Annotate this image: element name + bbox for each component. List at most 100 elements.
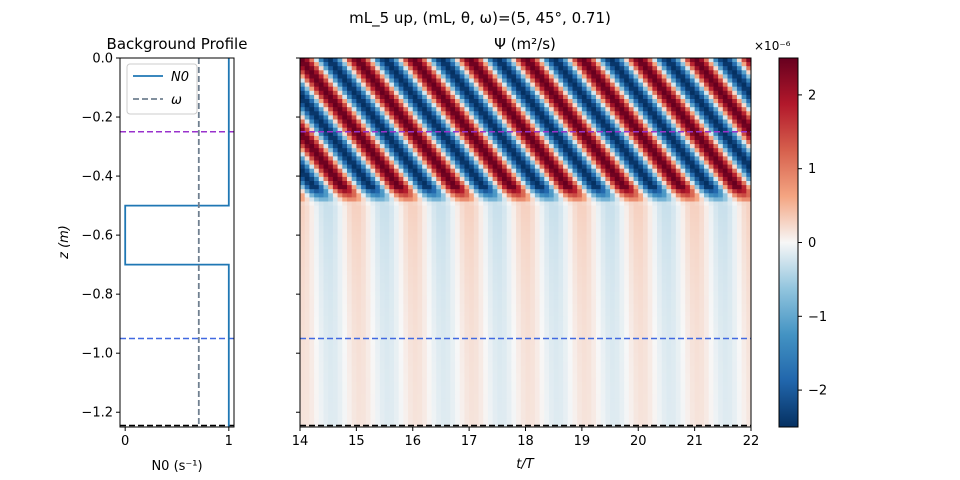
heatmap-cell [530, 58, 536, 63]
heatmap-cell [351, 242, 357, 248]
heatmap-cell [483, 86, 489, 92]
heatmap-cell [534, 131, 541, 137]
heatmap-cell [685, 78, 691, 84]
heatmap-cell [736, 172, 743, 178]
heatmap-cell [332, 156, 339, 162]
heatmap-cell [530, 156, 536, 162]
heatmap-cell [657, 99, 663, 104]
heatmap-cell [408, 230, 414, 235]
heatmap-cell [469, 99, 475, 104]
heatmap-cell [342, 119, 348, 125]
heatmap-cell [398, 144, 404, 149]
heatmap-cell [689, 222, 696, 227]
heatmap-cell [384, 164, 390, 170]
heatmap-cell [342, 127, 348, 133]
heatmap-cell [365, 230, 372, 235]
heatmap-cell [732, 172, 738, 178]
heatmap-cell [610, 205, 616, 211]
heatmap-cell [464, 263, 470, 268]
heatmap-cell [713, 107, 719, 112]
heatmap-cell [389, 193, 395, 198]
heatmap-cell [487, 156, 494, 162]
heatmap-cell [699, 201, 705, 207]
heatmap-cell [722, 99, 729, 104]
heatmap-cell [680, 148, 686, 153]
heatmap-cell [548, 193, 555, 198]
heatmap-cell [361, 246, 367, 252]
heatmap-cell [436, 111, 442, 116]
heatmap-cell [642, 66, 649, 71]
heatmap-cell [417, 86, 423, 92]
heatmap-cell [624, 86, 630, 92]
heatmap-cell [351, 94, 357, 100]
heatmap-cell [624, 201, 630, 207]
heatmap-cell [624, 58, 630, 63]
heatmap-cell [746, 181, 751, 186]
heatmap-cell [365, 86, 372, 92]
heatmap-cell [384, 111, 390, 116]
heatmap-cell [417, 230, 423, 235]
heatmap-cell [426, 119, 433, 125]
heatmap-cell [638, 160, 644, 166]
heatmap-cell [699, 152, 705, 157]
heatmap-cell [732, 258, 738, 264]
heatmap-cell [671, 185, 677, 190]
heatmap-cell [619, 226, 625, 231]
heatmap-cell [398, 230, 404, 235]
heatmap-cell [600, 267, 606, 272]
heatmap-cell [323, 140, 329, 145]
heatmap-cell [586, 205, 592, 211]
heatmap-cell [586, 234, 592, 239]
heatmap-cell [497, 172, 503, 178]
heatmap-cell [586, 111, 592, 116]
heatmap-cell [727, 152, 733, 157]
heatmap-cell [375, 258, 381, 264]
heatmap-cell [318, 99, 325, 104]
heatmap-cell [300, 230, 306, 235]
heatmap-cell [304, 62, 310, 67]
heatmap-cell [337, 213, 343, 219]
heatmap-cell [361, 62, 367, 67]
heatmap-cell [563, 148, 569, 153]
heatmap-cell [736, 94, 743, 100]
heatmap-cell [534, 226, 541, 231]
heatmap-cell [699, 238, 705, 244]
heatmap-cell [548, 168, 555, 174]
heatmap-cell [478, 127, 484, 133]
heatmap-cell [614, 99, 621, 104]
heatmap-cell [379, 62, 386, 67]
heatmap-cell [713, 197, 719, 203]
heatmap-cell [393, 160, 400, 166]
heatmap-cell [440, 144, 447, 149]
heatmap-cell [680, 168, 686, 174]
heatmap-cell [553, 58, 559, 63]
heatmap-cell [318, 217, 325, 223]
heatmap-cell [722, 209, 729, 215]
heatmap-cell [553, 176, 559, 182]
heatmap-cell [713, 94, 719, 100]
heatmap-cell [417, 115, 423, 121]
heatmap-cell [746, 193, 751, 198]
heatmap-cell [403, 226, 409, 231]
heatmap-cell [408, 226, 414, 231]
heatmap-cell [502, 193, 508, 198]
heatmap-cell [685, 168, 691, 174]
heatmap-cell [328, 82, 334, 88]
heatmap-cell [473, 119, 480, 125]
heatmap-cell [492, 254, 498, 260]
heatmap-cell [393, 205, 400, 211]
heatmap-cell [563, 111, 569, 116]
heatmap-cell [502, 185, 508, 190]
heatmap-cell [332, 82, 339, 88]
heatmap-cell [675, 82, 682, 88]
heatmap-cell [647, 181, 653, 186]
heatmap-cell [300, 246, 306, 252]
heatmap-cell [445, 156, 451, 162]
heatmap-cell [328, 172, 334, 178]
heatmap-cell [516, 205, 522, 211]
heatmap-cell [708, 135, 715, 141]
heatmap-cell [436, 94, 442, 100]
heatmap-cell [722, 222, 729, 227]
heatmap-cell [393, 250, 400, 256]
heatmap-cell [332, 99, 339, 104]
